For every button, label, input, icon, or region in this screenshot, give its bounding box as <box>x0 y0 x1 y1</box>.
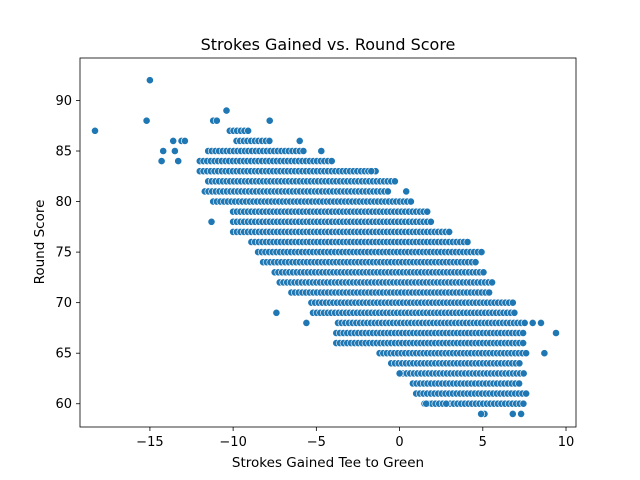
data-point <box>159 147 168 155</box>
data-point <box>142 116 151 125</box>
data-point <box>519 399 528 408</box>
data-point <box>299 147 308 155</box>
y-tick-label: 85 <box>55 145 72 160</box>
data-point <box>442 399 451 408</box>
data-point <box>91 126 99 135</box>
data-point <box>423 207 432 216</box>
data-point <box>295 136 304 145</box>
data-point <box>515 379 523 388</box>
data-point <box>522 349 530 358</box>
y-tick-label: 80 <box>55 195 72 210</box>
y-tick-label: 60 <box>55 397 72 412</box>
data-point <box>406 197 415 206</box>
y-tick-label: 75 <box>55 246 72 261</box>
data-point <box>519 339 527 347</box>
data-point <box>471 258 480 267</box>
data-point <box>327 157 336 165</box>
data-point <box>528 318 537 327</box>
data-point <box>510 308 519 317</box>
data-point <box>540 349 549 358</box>
data-point <box>508 298 517 307</box>
x-tick-label: 10 <box>558 435 575 450</box>
data-point <box>170 147 179 155</box>
y-axis-label: Round Score <box>32 200 48 285</box>
x-axis-ticks: −15 −10 −5 0 5 10 <box>136 427 574 450</box>
data-point <box>157 157 166 165</box>
x-axis-label: Strokes Gained Tee to Green <box>232 455 424 471</box>
data-point <box>515 359 524 368</box>
data-point <box>477 409 485 418</box>
data-point <box>317 147 326 155</box>
x-tick-label: −10 <box>219 435 246 450</box>
y-tick-label: 65 <box>55 347 72 362</box>
x-tick-label: 5 <box>479 435 487 450</box>
data-point <box>520 318 529 327</box>
plot-area-frame <box>79 57 577 428</box>
data-point <box>463 238 472 246</box>
data-point <box>445 227 454 236</box>
data-point <box>207 217 216 226</box>
data-point <box>422 399 431 408</box>
data-point <box>390 177 399 186</box>
data-point <box>402 187 411 196</box>
data-point <box>395 369 404 378</box>
data-points <box>91 76 560 418</box>
data-point <box>522 389 530 398</box>
data-point <box>302 318 311 327</box>
data-point <box>265 116 274 125</box>
data-point <box>145 76 154 85</box>
x-tick-label: −15 <box>136 435 163 450</box>
y-axis-ticks: 60 65 70 75 80 85 90 <box>55 94 80 412</box>
x-tick-label: 0 <box>395 435 403 450</box>
data-point <box>488 278 496 287</box>
data-point <box>519 329 527 337</box>
data-point <box>477 248 486 256</box>
data-point <box>517 409 525 418</box>
data-point <box>485 288 493 297</box>
data-point <box>508 409 517 418</box>
data-point <box>552 329 560 337</box>
data-point <box>537 318 545 327</box>
data-point <box>479 268 488 277</box>
data-point <box>222 106 231 115</box>
data-point <box>272 308 281 317</box>
data-point <box>519 369 528 378</box>
data-point <box>212 116 221 125</box>
data-point <box>244 126 252 135</box>
data-point <box>174 157 183 165</box>
data-point <box>426 217 435 226</box>
data-point <box>383 187 392 196</box>
chart-title: Strokes Gained vs. Round Score <box>201 35 456 54</box>
data-point <box>180 136 189 145</box>
data-point <box>169 136 178 145</box>
y-tick-label: 90 <box>55 94 72 109</box>
data-point <box>265 136 274 145</box>
data-point <box>367 167 376 176</box>
x-tick-label: −5 <box>307 435 326 450</box>
y-tick-label: 70 <box>55 296 72 311</box>
